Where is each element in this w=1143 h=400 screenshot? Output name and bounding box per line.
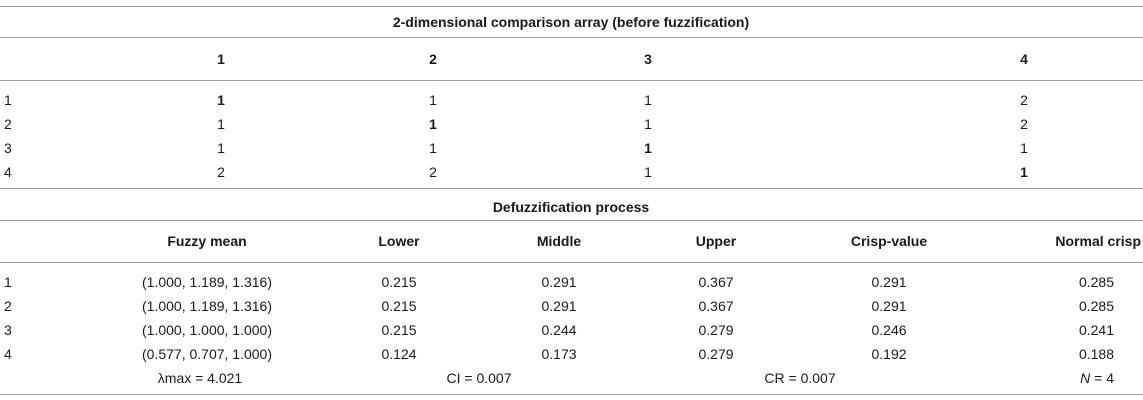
table2-cell: 0.291 [541, 298, 577, 314]
table1-cell: 2 [1020, 92, 1028, 108]
table1-col-header: 3 [644, 51, 652, 67]
lambda-max-value: λmax = 4.021 [157, 370, 243, 386]
table1-col-header: 1 [217, 51, 225, 67]
table2-cell: 0.367 [698, 274, 734, 290]
table1-row-label: 1 [4, 92, 12, 108]
cr-value: CR = 0.007 [764, 370, 836, 386]
rule-under-title-1 [0, 37, 1143, 38]
table2-cell: 0.279 [698, 346, 734, 362]
table2-cell: 0.291 [871, 298, 907, 314]
table1-cell: 1 [429, 92, 437, 108]
rule-end-table-1 [0, 188, 1143, 189]
table2-col-header: Fuzzy mean [167, 233, 247, 249]
table2-col-header: Middle [536, 233, 582, 249]
table2-cell: (1.000, 1.189, 1.316) [142, 298, 272, 314]
table2-cell: (1.000, 1.189, 1.316) [142, 274, 272, 290]
table2-cell: 0.215 [381, 322, 417, 338]
table1-cell: 1 [217, 92, 225, 108]
table1-cell: 1 [644, 92, 652, 108]
table2-cell: 0.173 [541, 346, 577, 362]
table2-cell: 0.246 [871, 322, 907, 338]
rule-top [0, 6, 1143, 7]
rule-under-title-2 [0, 220, 1143, 221]
table2-row-label: 4 [4, 346, 12, 362]
table1-cell: 1 [644, 140, 652, 156]
rule-under-header-1 [0, 80, 1143, 81]
table1-cell: 2 [1020, 116, 1028, 132]
table2-cell: 0.279 [698, 322, 734, 338]
table1-row-label: 3 [4, 140, 12, 156]
table1-cell: 1 [644, 164, 652, 180]
table1-row-label: 2 [4, 116, 12, 132]
table2-row-label: 2 [4, 298, 12, 314]
table2-col-header: Normal crisp [1055, 233, 1141, 249]
table2-row-label: 3 [4, 322, 12, 338]
table1-title: 2-dimensional comparison array (before f… [392, 14, 750, 30]
table1-cell: 1 [429, 116, 437, 132]
table1-cell: 1 [1020, 140, 1028, 156]
table2-cell: 0.244 [541, 322, 577, 338]
table2-cell: 0.291 [541, 274, 577, 290]
table1-col-header: 2 [429, 51, 437, 67]
table1-cell: 1 [1020, 164, 1028, 180]
n-symbol: N [1080, 370, 1091, 386]
n-number: = 4 [1090, 370, 1114, 386]
n-value: N = 4 [1080, 370, 1114, 386]
table2-col-header: Crisp-value [850, 233, 928, 249]
table1-cell: 2 [429, 164, 437, 180]
table2-cell: 0.188 [1078, 346, 1114, 362]
table2-cell: 0.285 [1078, 298, 1114, 314]
table1-row-label: 4 [4, 164, 12, 180]
table2-cell: 0.285 [1078, 274, 1114, 290]
table2-cell: 0.291 [871, 274, 907, 290]
table2-cell: (0.577, 0.707, 1.000) [142, 346, 272, 362]
table1-cell: 2 [217, 164, 225, 180]
table2-col-header: Lower [378, 233, 420, 249]
table2-cell: 0.192 [871, 346, 907, 362]
ci-value: CI = 0.007 [446, 370, 512, 386]
table1-cell: 1 [429, 140, 437, 156]
table1-cell: 1 [217, 140, 225, 156]
table2-cell: 0.367 [698, 298, 734, 314]
table2-cell: 0.124 [381, 346, 417, 362]
table2-cell: 0.215 [381, 298, 417, 314]
table2-col-header: Upper [695, 233, 737, 249]
table2-cell: (1.000, 1.000, 1.000) [142, 322, 272, 338]
rule-under-header-2 [0, 262, 1143, 263]
table2-cell: 0.241 [1078, 322, 1114, 338]
table2-title: Defuzzification process [492, 199, 650, 215]
table1-cell: 1 [217, 116, 225, 132]
table1-col-header: 4 [1020, 51, 1028, 67]
table2-cell: 0.215 [381, 274, 417, 290]
table2-row-label: 1 [4, 274, 12, 290]
table1-cell: 1 [644, 116, 652, 132]
rule-bottom [0, 394, 1143, 395]
